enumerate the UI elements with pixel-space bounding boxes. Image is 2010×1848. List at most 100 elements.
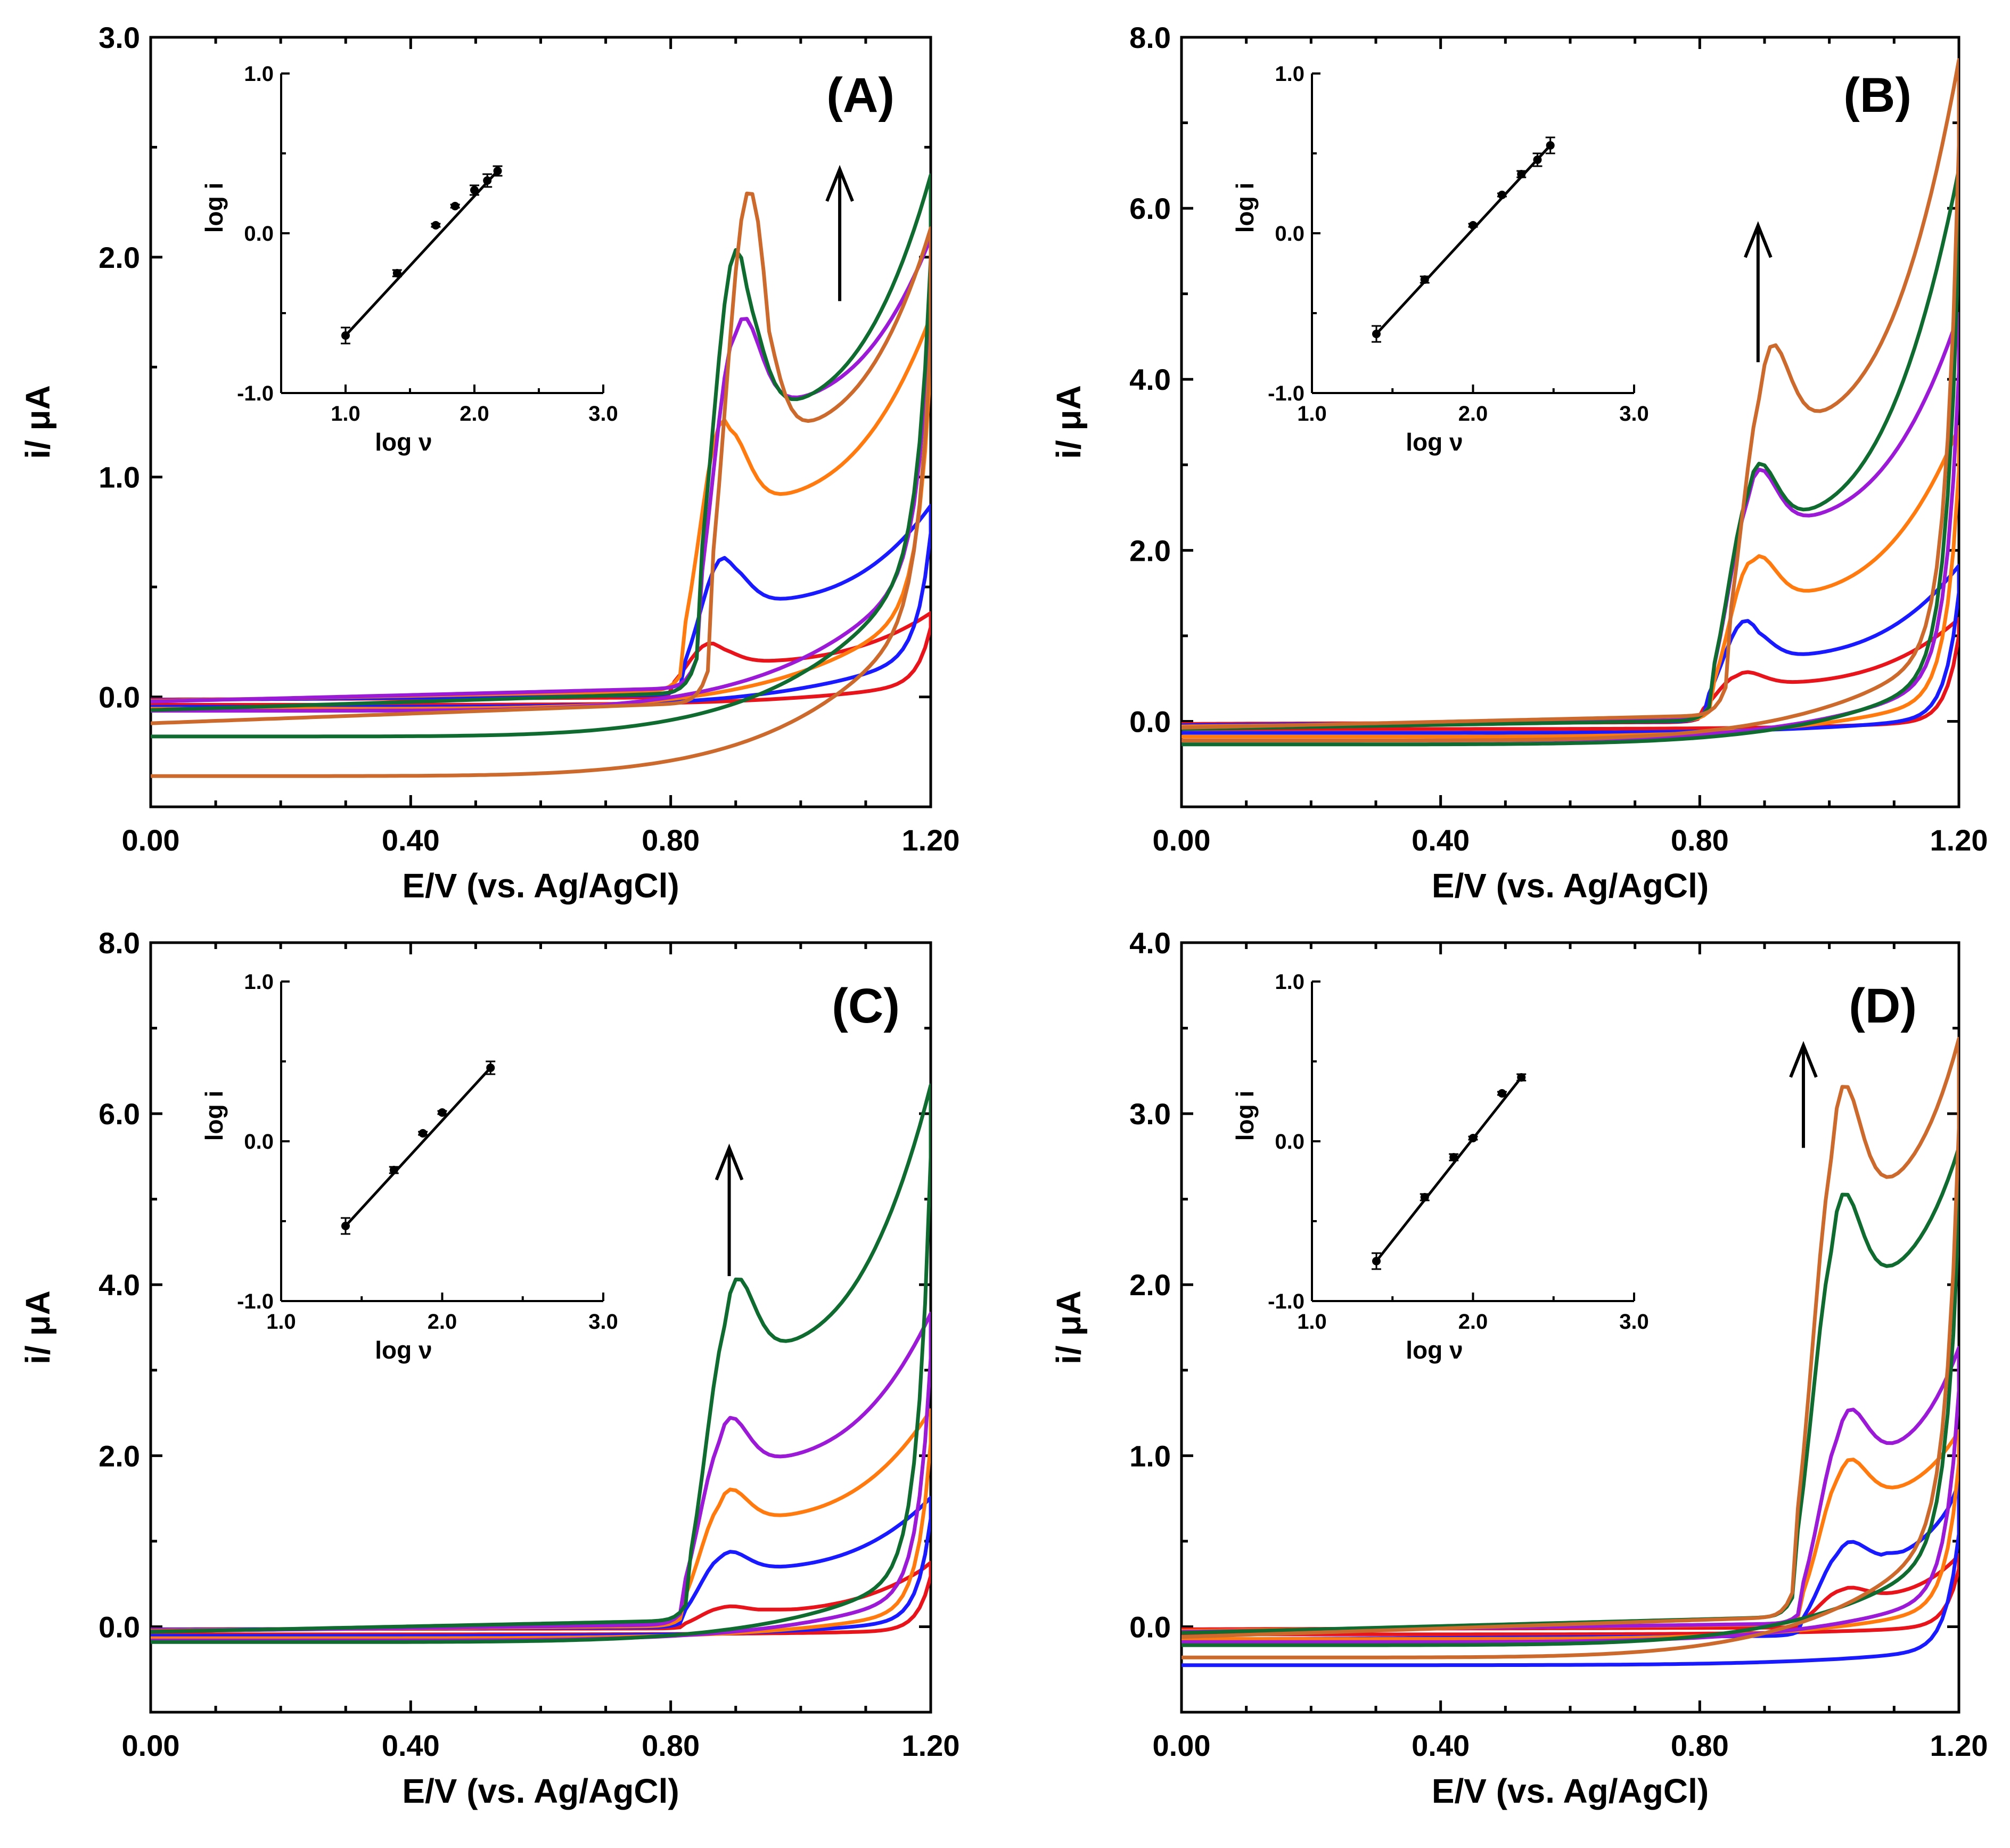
inset-data-point: [392, 269, 401, 277]
inset-x-tick-label: 2.0: [1458, 1310, 1488, 1334]
curves: [151, 173, 931, 778]
curves: [151, 1083, 931, 1644]
x-axis-label: E/V (vs. Ag/AgCl): [402, 1772, 679, 1810]
cv-curve-purple: [151, 1311, 931, 1642]
trend-arrowhead: [1744, 221, 1773, 258]
x-tick-label: 0.40: [382, 823, 440, 857]
inset-data-point: [341, 331, 350, 340]
trend-arrowhead: [715, 1143, 744, 1181]
x-axis-label: E/V (vs. Ag/AgCl): [402, 866, 679, 905]
inset-y-tick-label: 1.0: [244, 970, 274, 994]
y-axis-label: i/ μA: [1049, 1290, 1088, 1364]
inset-data-point: [1420, 1193, 1429, 1201]
inset-data-point: [483, 176, 492, 185]
cv-curve-green: [1182, 1145, 1959, 1647]
cv-curve-green: [1182, 167, 1959, 747]
cv-curve-blue: [151, 504, 931, 709]
x-tick-label: 0.00: [122, 1729, 180, 1762]
inset-fit-line: [344, 1067, 492, 1227]
y-tick-label: 3.0: [1129, 1097, 1171, 1131]
x-tick-label: 0.00: [1153, 1729, 1211, 1762]
y-axis-label: i/ μA: [1049, 385, 1088, 459]
inset-data-point: [486, 1064, 495, 1072]
y-tick-label: 8.0: [1129, 21, 1171, 54]
cv-curve-orange: [151, 314, 931, 711]
inset-plot: 1.0 2.0 3.0 -1.0 0.0 1.0 log ν log i: [1231, 62, 1649, 456]
panel-a: 0.00 0.40 0.80 1.20 0.0 1.0 2.0 3.0 E/V (vs. Ag/…: [19, 21, 960, 905]
inset-fit-line: [344, 170, 499, 337]
y-axis-label: i/ μA: [19, 385, 57, 459]
inset-x-axis-label: log ν: [375, 428, 432, 456]
inset-y-axis-label: log i: [200, 1091, 228, 1141]
inset-data-point: [1449, 1153, 1458, 1162]
trend-arrowhead: [1789, 1041, 1818, 1078]
inset-fit-line: [1375, 1076, 1523, 1262]
curves: [1182, 1036, 1959, 1667]
y-tick-label: 2.0: [99, 241, 140, 274]
y-tick-label: 6.0: [1129, 192, 1171, 225]
inset-x-tick-label: 1.0: [1297, 1310, 1327, 1334]
y-tick-label: 4.0: [99, 1268, 140, 1302]
x-axis-label: E/V (vs. Ag/AgCl): [1432, 866, 1709, 905]
inset-x-tick-label: 1.0: [1297, 402, 1327, 426]
inset-y-tick-label: 1.0: [1275, 970, 1305, 994]
inset-x-tick-label: 1.0: [266, 1310, 296, 1334]
x-axis-label: E/V (vs. Ag/AgCl): [1432, 1772, 1709, 1810]
inset-data-point: [1468, 1134, 1478, 1142]
inset-data-point: [1372, 330, 1381, 338]
cv-curve-red: [1182, 617, 1959, 731]
y-tick-label: 4.0: [1129, 363, 1171, 396]
inset-x-axis-label: log ν: [1406, 1336, 1463, 1364]
inset-y-tick-label: -1.0: [1268, 382, 1305, 405]
x-tick-label: 1.20: [902, 823, 960, 857]
panel-label: (B): [1843, 68, 1911, 122]
y-tick-label: 8.0: [99, 926, 140, 960]
inset-x-tick-label: 3.0: [1619, 402, 1649, 426]
inset-plot: 1.0 2.0 3.0 -1.0 0.0 1.0 log ν log i: [200, 62, 618, 456]
cv-curve-purple: [151, 236, 931, 713]
inset-data-point: [438, 1108, 447, 1117]
inset-x-tick-label: 2.0: [1458, 402, 1488, 426]
panel-label: (C): [832, 979, 900, 1033]
x-tick-label: 0.80: [642, 823, 700, 857]
x-tick-label: 0.80: [1671, 823, 1729, 857]
inset-data-point: [419, 1129, 428, 1138]
x-tick-label: 0.80: [642, 1729, 700, 1762]
panel-b: 0.00 0.40 0.80 1.20 0.0 2.0 4.0 6.0 8.0 E/V (vs. …: [1049, 21, 1988, 905]
y-tick-label: 0.0: [99, 681, 140, 714]
x-tick-label: 0.40: [1412, 823, 1470, 857]
inset-x-axis-label: log ν: [1406, 428, 1463, 456]
inset-data-point: [1517, 1073, 1526, 1082]
panel-label: (D): [1849, 979, 1917, 1033]
inset-y-tick-label: -1.0: [1268, 1290, 1305, 1313]
y-tick-label: 2.0: [99, 1439, 140, 1473]
x-tick-label: 0.40: [1412, 1729, 1470, 1762]
cv-curve-brown: [151, 191, 931, 778]
inset-data-point: [1372, 1257, 1381, 1265]
x-tick-label: 0.80: [1671, 1729, 1729, 1762]
inset-x-tick-label: 1.0: [331, 402, 360, 426]
inset-y-tick-label: 0.0: [244, 222, 274, 246]
y-tick-label: 0.0: [1129, 705, 1171, 738]
cv-curve-blue: [1182, 563, 1959, 735]
inset-y-tick-label: 1.0: [1275, 62, 1305, 86]
inset-y-tick-label: 1.0: [244, 62, 274, 86]
inset-y-axis-label: log i: [200, 183, 228, 233]
inset-data-point: [1497, 1089, 1506, 1098]
cv-curve-brown: [1182, 58, 1959, 743]
inset-data-point: [470, 186, 479, 194]
inset-x-tick-label: 2.0: [428, 1310, 457, 1334]
inset-y-axis-label: log i: [1231, 183, 1259, 233]
inset-plot: 1.0 2.0 3.0 -1.0 0.0 1.0 log ν log i: [200, 970, 618, 1364]
x-tick-label: 0.40: [382, 1729, 440, 1762]
inset-data-point: [1517, 170, 1526, 178]
y-tick-label: 1.0: [99, 461, 140, 494]
inset-x-axis-label: log ν: [375, 1336, 432, 1364]
x-tick-label: 1.20: [1930, 823, 1988, 857]
inset-x-tick-label: 3.0: [588, 402, 618, 426]
inset-data-point: [1468, 221, 1478, 230]
y-tick-label: 3.0: [99, 21, 140, 54]
cv-curve-brown: [1182, 1036, 1959, 1659]
panel-c: 0.00 0.40 0.80 1.20 0.0 2.0 4.0 6.0 8.0 E/V (vs. …: [19, 926, 960, 1810]
